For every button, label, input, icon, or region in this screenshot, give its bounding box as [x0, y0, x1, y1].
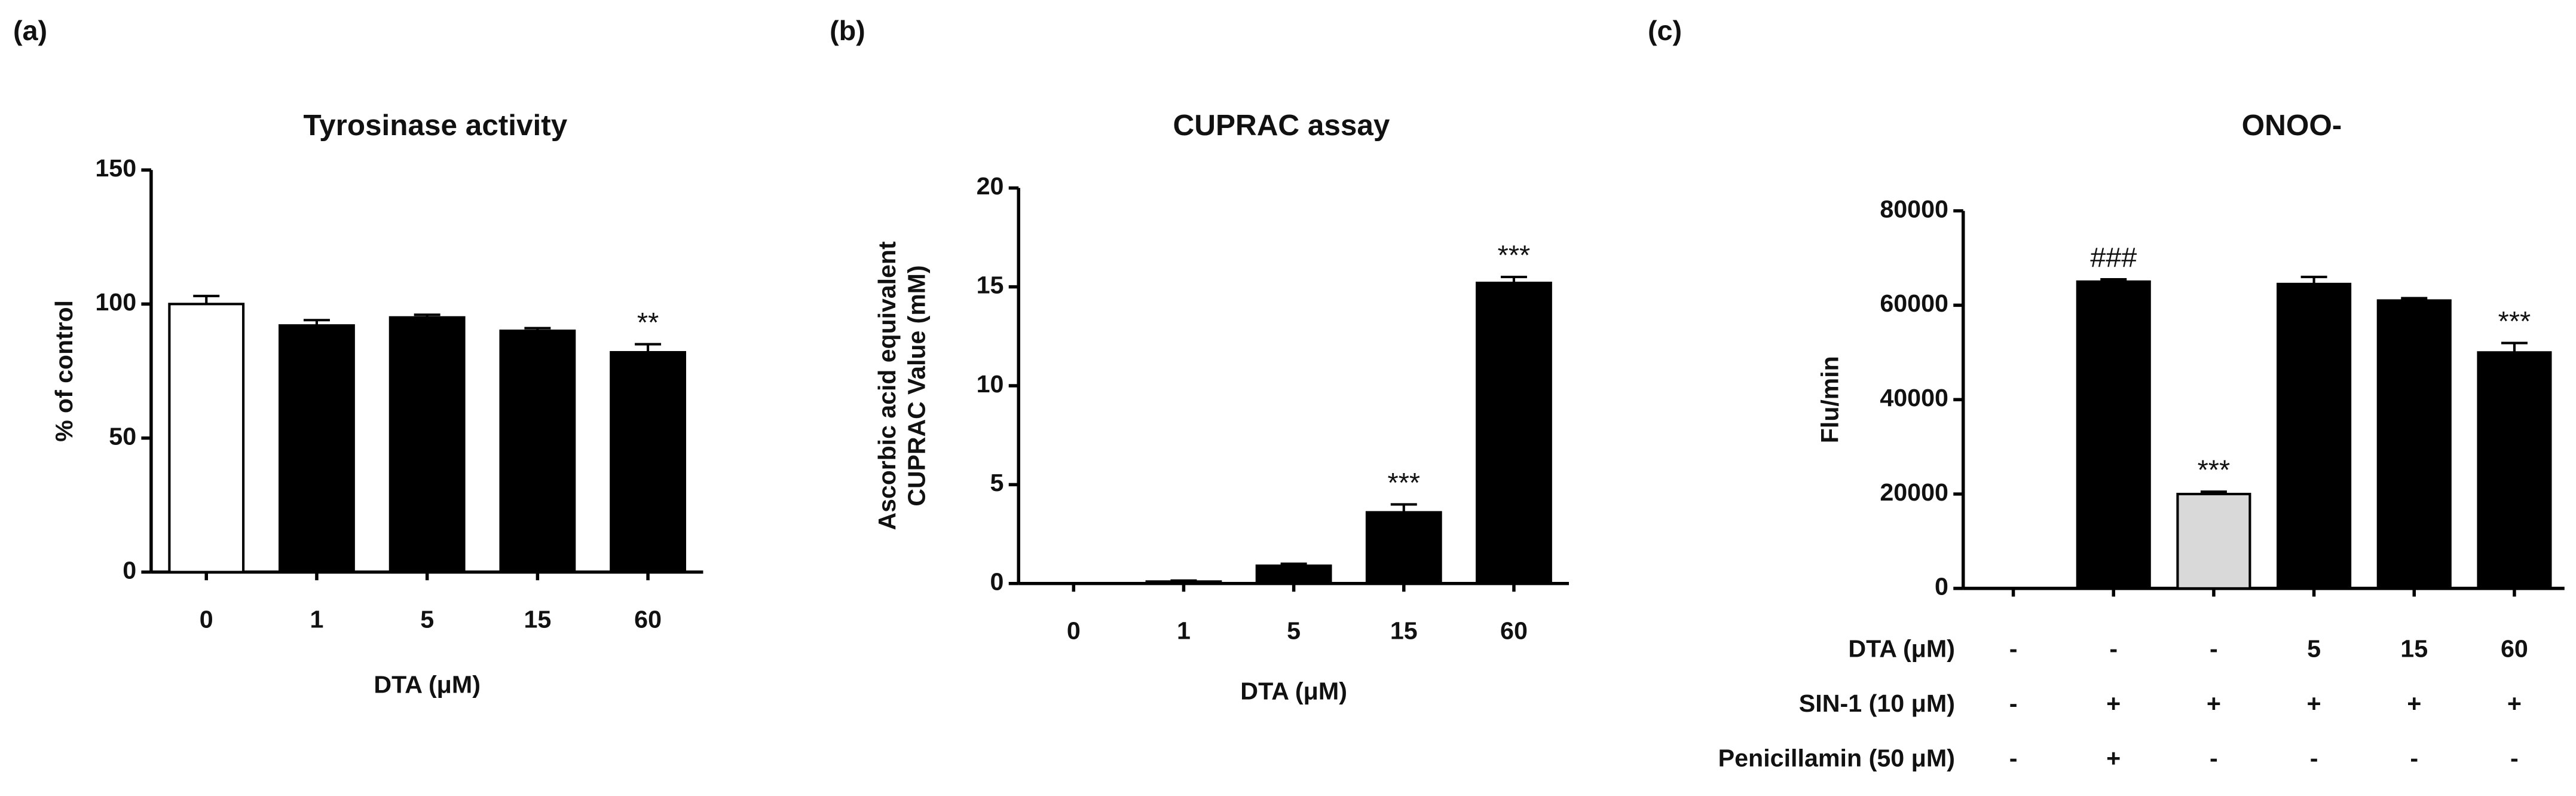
error-bar — [1500, 276, 1527, 283]
error-bar — [2100, 277, 2127, 282]
error-bar — [2501, 341, 2528, 353]
row-label: SIN-1 (10 μM) — [1799, 690, 1955, 717]
chart-title: CUPRAC assay — [1173, 109, 1390, 142]
row-label: DTA (μM) — [1848, 635, 1955, 663]
significance-mark: ### — [2090, 242, 2137, 273]
row-cell: - — [2310, 745, 2318, 772]
panel-label: (c) — [1648, 15, 1682, 46]
row-cell: - — [2009, 745, 2018, 772]
bar — [2277, 282, 2352, 590]
y-tick-label: 0 — [123, 557, 136, 584]
x-axis-label: DTA (μM) — [1240, 678, 1347, 705]
bar — [279, 324, 355, 574]
significance-mark: *** — [1498, 240, 1531, 271]
row-cell: - — [2009, 635, 2018, 663]
y-tick-label: 20 — [977, 172, 1004, 200]
error-bar — [2401, 297, 2428, 301]
y-tick-label: 15 — [977, 272, 1004, 299]
y-tick-label: 5 — [990, 469, 1004, 496]
x-tick-label: 15 — [524, 605, 551, 633]
row-cell: + — [2106, 690, 2121, 717]
row-cell: - — [2510, 745, 2519, 772]
row-cell: - — [2009, 690, 2018, 717]
y-tick-label: 150 — [95, 154, 136, 182]
y-tick-label: 0 — [990, 568, 1004, 596]
row-label: Penicillamin (50 μM) — [1718, 745, 1955, 772]
row-cell: + — [2407, 690, 2421, 717]
error-bar — [303, 319, 330, 326]
y-tick-label: 80000 — [1880, 195, 1948, 222]
bar — [610, 350, 687, 574]
significance-mark: *** — [2198, 455, 2231, 486]
bar — [1365, 511, 1442, 585]
error-bar — [1390, 503, 1417, 513]
panel-label: (a) — [13, 15, 47, 46]
row-cell: + — [2307, 690, 2321, 717]
y-axis-label: CUPRAC Value (mM) — [902, 265, 930, 506]
x-tick-label: 1 — [1177, 617, 1191, 645]
row-cell: - — [2210, 635, 2218, 663]
chart-title: Tyrosinase activity — [304, 109, 568, 142]
bar — [499, 330, 576, 574]
bar — [388, 316, 466, 574]
x-tick-label: 0 — [1067, 617, 1081, 645]
error-bar — [193, 294, 220, 304]
bar — [2176, 493, 2251, 590]
y-axis-label: % of control — [50, 300, 78, 442]
significance-mark: *** — [1388, 467, 1421, 498]
bar — [1255, 564, 1332, 585]
y-axis-label: Ascorbic acid equivalent — [873, 241, 901, 530]
error-bar — [2300, 275, 2327, 284]
y-tick-label: 0 — [1935, 573, 1948, 600]
significance-mark: *** — [2498, 306, 2531, 337]
row-cell: + — [2507, 690, 2522, 717]
error-bar — [414, 313, 440, 318]
x-tick-label: 0 — [200, 605, 213, 633]
row-cell: - — [2109, 635, 2118, 663]
y-tick-label: 40000 — [1880, 384, 1948, 411]
row-cell: 15 — [2400, 635, 2428, 663]
bar — [2076, 280, 2151, 590]
bar — [1145, 580, 1222, 585]
y-tick-label: 50 — [109, 422, 136, 450]
x-tick-label: 60 — [1500, 617, 1528, 645]
x-tick-label: 1 — [310, 605, 323, 633]
x-tick-label: 5 — [1287, 617, 1301, 645]
error-bar — [1170, 579, 1197, 582]
panel-label: (b) — [830, 15, 865, 46]
y-tick-label: 10 — [977, 370, 1004, 398]
error-bar — [635, 343, 662, 353]
bar — [2376, 299, 2452, 590]
y-axis-label: Flu/min — [1816, 356, 1844, 443]
error-bar — [2200, 490, 2227, 495]
bar — [2477, 351, 2552, 590]
row-cell: 60 — [2501, 635, 2528, 663]
y-tick-label: 60000 — [1880, 289, 1948, 317]
error-bar — [524, 327, 551, 331]
x-tick-label: 15 — [1390, 617, 1418, 645]
row-cell: 5 — [2307, 635, 2321, 663]
row-cell: + — [2106, 745, 2121, 772]
chart-title: ONOO- — [2242, 109, 2342, 142]
significance-mark: ** — [637, 307, 659, 338]
row-cell: + — [2207, 690, 2221, 717]
x-axis-label: DTA (μM) — [374, 671, 481, 699]
row-cell: - — [2410, 745, 2418, 772]
x-tick-label: 5 — [420, 605, 434, 633]
error-bar — [1280, 562, 1307, 566]
y-tick-label: 20000 — [1880, 478, 1948, 506]
bar — [168, 303, 245, 574]
bar — [1476, 281, 1552, 585]
x-tick-label: 60 — [634, 605, 662, 633]
row-cell: - — [2210, 745, 2218, 772]
y-tick-label: 100 — [95, 288, 136, 316]
